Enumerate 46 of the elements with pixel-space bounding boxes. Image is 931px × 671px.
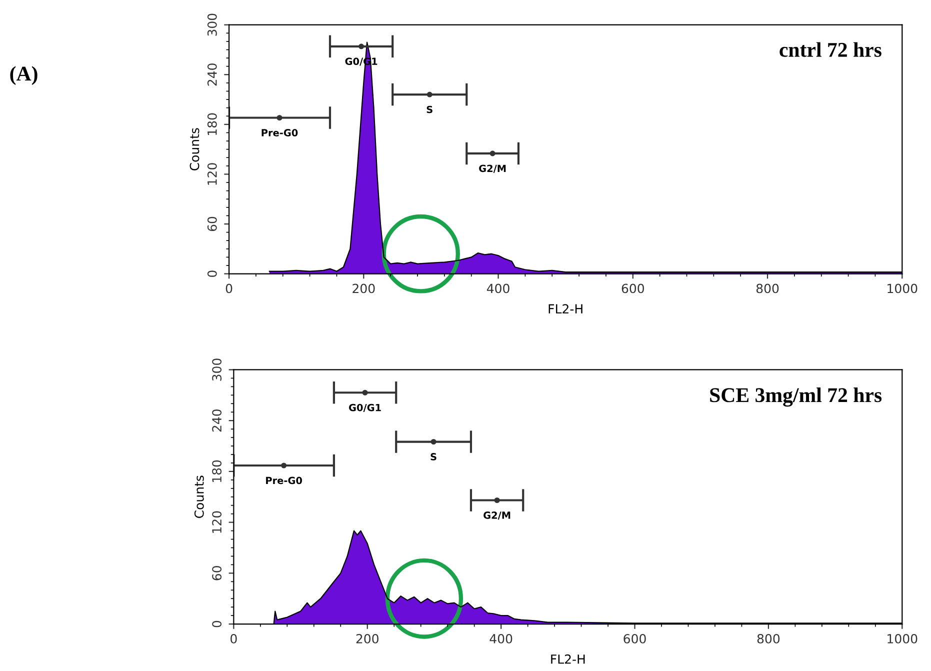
y-tick-label: 0 (207, 270, 217, 277)
y-tick-label: 180 (207, 113, 217, 135)
y-tick-label: 120 (212, 511, 222, 533)
y-tick-label: 300 (212, 358, 222, 381)
y-tick-label: 240 (207, 64, 217, 86)
x-tick-label: 400 (490, 634, 512, 644)
point (362, 390, 368, 396)
x-tick-label: 1000 (888, 284, 918, 294)
y-tick-label: 180 (212, 460, 222, 482)
point (430, 438, 436, 445)
annotation: Pre-G0 (266, 476, 302, 484)
x-tick-label: 800 (757, 634, 780, 644)
y-tick-label: 240 (212, 409, 222, 432)
y-tick-label: 60 (207, 216, 217, 232)
x-tick-label: 600 (622, 284, 644, 294)
text: (A) (10, 66, 38, 85)
y-tick-label: 0 (212, 620, 222, 628)
x-tick-label: 200 (356, 634, 378, 644)
point (426, 92, 432, 98)
annotation: S (426, 106, 432, 114)
annotation: G2/M (484, 512, 510, 520)
point (276, 114, 282, 121)
x-tick-label: 0 (226, 284, 232, 294)
x-tick-label: 1000 (888, 634, 918, 644)
x-tick-label: 200 (352, 284, 375, 294)
annotation: G2/M (479, 164, 506, 173)
annotation: G0/G1 (348, 404, 381, 412)
x-tick-label: 0 (230, 634, 237, 644)
text: SCE 3mg/ml 72 hrs (710, 388, 882, 407)
point (358, 44, 364, 50)
x-tick-label: 400 (486, 284, 510, 294)
y-tick-label: 300 (207, 14, 217, 36)
x-tick-label: 800 (756, 284, 779, 294)
y-tick-label: 120 (207, 163, 217, 185)
x-tick-label: 600 (624, 634, 646, 644)
point (281, 462, 287, 468)
y-axis-title: Counts (190, 128, 200, 170)
point (490, 150, 496, 156)
x-axis-title: FL2-H (551, 654, 585, 664)
point (494, 497, 500, 504)
y-tick-label: 60 (212, 566, 222, 580)
annotation: S (430, 453, 436, 460)
x-axis-title: FL2-H (548, 304, 582, 314)
annotation: Pre-G0 (262, 129, 298, 136)
y-axis-title: Counts (194, 476, 204, 518)
text: cntrl 72 hrs (780, 42, 882, 57)
